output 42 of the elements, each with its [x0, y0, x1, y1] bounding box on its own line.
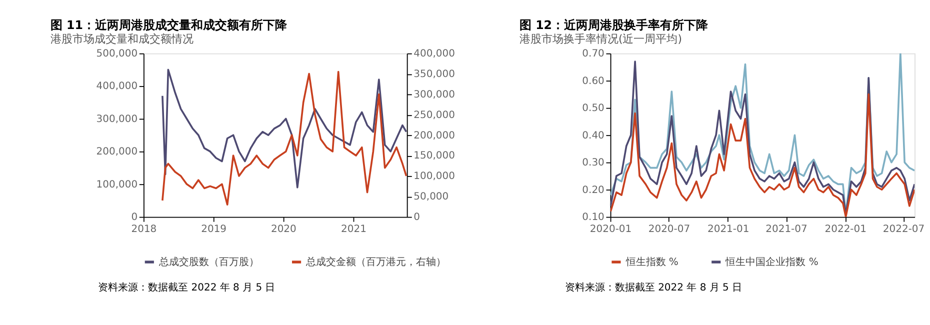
y-tick-label: 400,000	[96, 81, 138, 92]
y2-tick-label: 100,000	[414, 171, 455, 182]
text: 资料来源：数据截至 2022 年 8 月 5 日	[564, 281, 742, 294]
x-tick-label: 2019	[201, 224, 227, 235]
x-tick-label: 2020	[270, 224, 296, 235]
y-tick-label: 0.50	[582, 103, 604, 114]
x-tick-label: 2020-07	[648, 224, 690, 235]
chart-title: 图 12：近两周港股换手率有所下降	[519, 18, 710, 32]
x-tick-label: 2018	[131, 224, 157, 235]
y-tick-label: 0.10	[582, 212, 604, 224]
x-tick-label: 2020-01	[590, 224, 632, 235]
y-tick-label: 0.20	[582, 184, 604, 196]
legend-label: 恒生中国企业指数 %	[724, 256, 818, 268]
y2-tick-label: 400,000	[414, 48, 455, 60]
y2-tick-label: 50,000	[414, 192, 449, 203]
y2-tick-label: 150,000	[414, 150, 455, 162]
y-tick-label: 0.60	[582, 76, 604, 87]
chart-subtitle: 港股市场成交量和成交额情况	[50, 32, 194, 46]
chart-title: 图 11：近两周港股成交量和成交额有所下降	[50, 18, 288, 32]
x-tick-label: 2021-07	[766, 224, 808, 235]
text: 资料来源：数据截至 2022 年 8 月 5 日	[98, 281, 276, 294]
legend-label: 总成交金额（百万港元，右轴）	[305, 256, 446, 268]
y-tick-label: 0.40	[582, 130, 604, 142]
x-tick-label: 2022-01	[824, 224, 866, 235]
y2-tick-label: 200,000	[414, 130, 455, 142]
y2-tick-label: 300,000	[414, 89, 455, 100]
x-tick-label: 2021	[341, 224, 366, 235]
x-tick-label: 2022-07	[882, 224, 925, 235]
y2-tick-label: 350,000	[414, 68, 455, 80]
y-tick-label: 500,000	[96, 48, 138, 60]
y-tick-label: 200,000	[96, 146, 138, 158]
legend-label: 总成交股数（百万股）	[158, 256, 259, 268]
y-tick-label: 0.30	[582, 158, 604, 169]
x-tick-label: 2021-01	[707, 224, 750, 235]
y-tick-label: 0	[131, 212, 138, 224]
y-tick-label: 100,000	[96, 179, 138, 190]
legend-label: 恒生指数 %	[624, 256, 678, 268]
y2-tick-label: 250,000	[414, 110, 455, 121]
y-tick-label: 300,000	[96, 114, 138, 125]
y2-tick-label: 0	[414, 212, 420, 224]
y-tick-label: 0.70	[582, 48, 604, 60]
chart-subtitle: 港股市场换手率情况(近一周平均)	[519, 32, 682, 46]
